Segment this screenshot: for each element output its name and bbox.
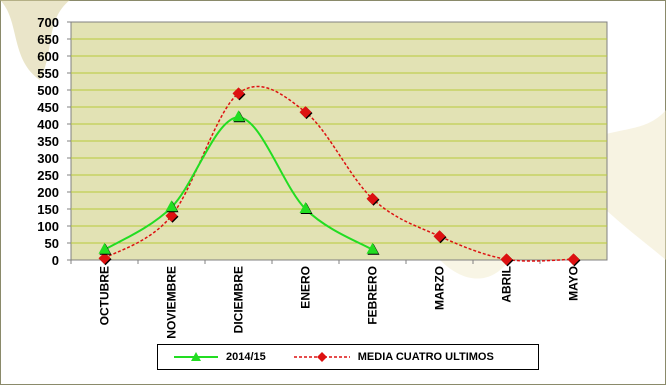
x-tick-label: MARZO xyxy=(433,266,447,310)
chart-legend: 2014/15 MEDIA CUATRO ULTIMOS xyxy=(157,344,539,370)
y-tick-label: 200 xyxy=(37,185,59,200)
data-point-media xyxy=(98,252,111,265)
y-tick-label: 300 xyxy=(37,151,59,166)
series-markers xyxy=(98,87,581,267)
x-tick-label: OCTUBRE xyxy=(98,266,112,325)
data-point-media xyxy=(299,106,312,119)
data-point-2014-15 xyxy=(232,110,245,122)
y-tick-labels: 0 50 100 150 200 250 300 350 400 450 500 550 600 650 7… xyxy=(37,15,71,268)
data-point-2014-15 xyxy=(299,202,312,213)
data-point-media xyxy=(433,230,446,243)
legend-label-2014-15: 2014/15 xyxy=(226,351,266,363)
y-tick-label: 450 xyxy=(37,100,59,115)
y-tick-label: 50 xyxy=(45,236,59,251)
legend-item-media: MEDIA CUATRO ULTIMOS xyxy=(292,351,494,363)
legend-swatch-media xyxy=(293,352,350,362)
x-tick-label: DICIEMBRE xyxy=(232,266,246,333)
data-point-media xyxy=(500,253,513,266)
y-tick-label: 600 xyxy=(37,49,59,64)
x-tick-label: ABRIL xyxy=(500,266,514,303)
data-point-2014-15 xyxy=(165,200,178,212)
y-tick-label: 550 xyxy=(37,66,59,81)
y-tick-label: 500 xyxy=(37,83,59,98)
y-tick-label: 150 xyxy=(37,202,59,217)
data-point-2014-15 xyxy=(98,242,111,254)
series-line-media xyxy=(104,85,574,262)
data-point-2014-15 xyxy=(366,242,379,254)
y-tick-label: 0 xyxy=(52,253,59,268)
x-tick-labels: OCTUBRE NOVIEMBRE DICIEMBRE ENERO FEBRERO MAR… xyxy=(70,260,581,339)
x-tick-label: FEBRERO xyxy=(366,266,380,325)
data-point-media xyxy=(567,253,580,266)
y-tick-label: 650 xyxy=(37,32,59,47)
x-tick-label: NOVIEMBRE xyxy=(165,266,179,339)
y-tick-label: 400 xyxy=(37,117,59,132)
data-point-media xyxy=(232,87,245,100)
data-point-media xyxy=(366,192,379,205)
x-tick-label: MAYO xyxy=(567,266,581,301)
y-tick-label: 350 xyxy=(37,134,59,149)
y-tick-label: 250 xyxy=(37,168,59,183)
legend-item-2014-15: 2014/15 xyxy=(172,351,266,363)
y-tick-label: 100 xyxy=(37,219,59,234)
grid-lines xyxy=(71,38,607,244)
x-tick-label: ENERO xyxy=(299,266,313,309)
legend-label-media: MEDIA CUATRO ULTIMOS xyxy=(357,351,494,363)
y-tick-label: 700 xyxy=(37,15,59,30)
data-point-media xyxy=(165,209,178,222)
legend-swatch-2014-15 xyxy=(174,352,218,361)
